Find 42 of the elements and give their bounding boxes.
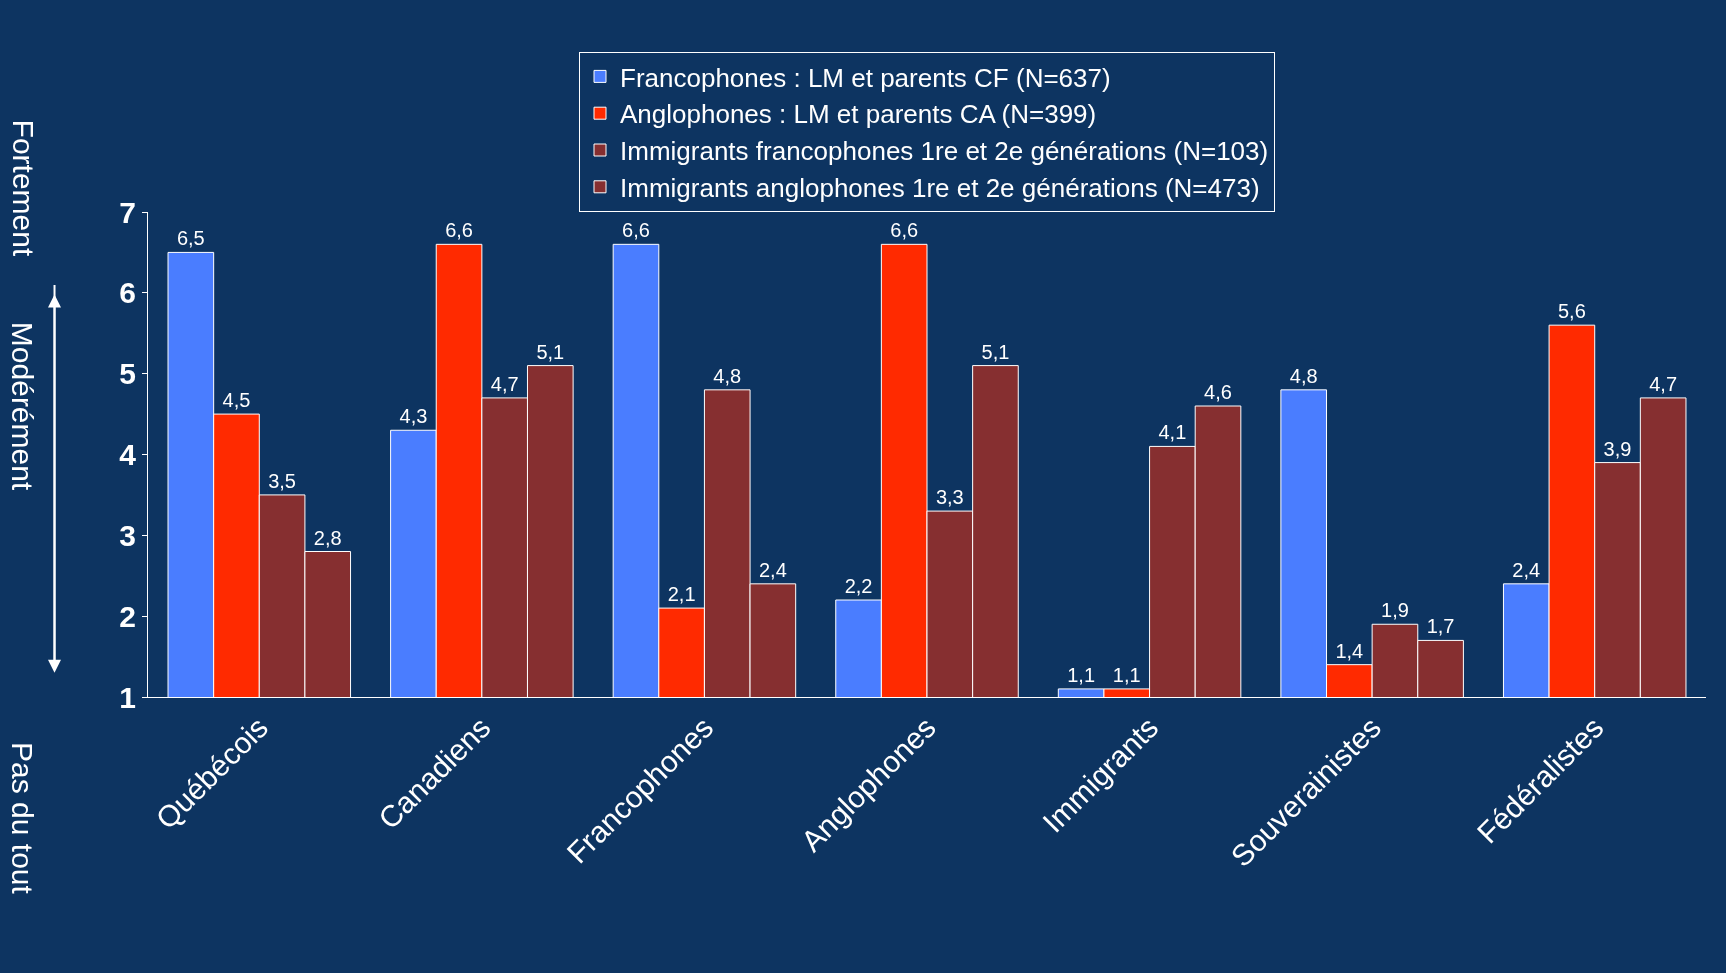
data-label: 4,8	[1289, 364, 1318, 387]
text: Modérément	[6, 321, 40, 491]
text: Fortement	[6, 119, 40, 257]
data-label: 5,6	[1557, 300, 1586, 323]
data-label: 2,2	[844, 575, 873, 597]
data-label: 2,4	[1512, 558, 1541, 581]
data-label: 1,4	[1335, 639, 1364, 662]
data-label: 2,8	[313, 526, 342, 549]
legend-label: Immigrants francophones 1re et 2e générations (N=103)	[620, 136, 1269, 167]
y-tick-label: 4	[119, 438, 137, 471]
data-label: 1,7	[1426, 615, 1455, 638]
y-tick-label: 6	[119, 276, 136, 310]
data-label: 5,1	[981, 340, 1010, 363]
data-label: 4,7	[1649, 372, 1678, 395]
data-label: 6,5	[176, 227, 205, 250]
legend-label: Immigrants anglophones 1re et 2e générations (N=473)	[620, 172, 1260, 203]
data-label: 2,1	[667, 583, 696, 606]
data-label: 6,6	[445, 219, 473, 242]
y-tick-label: 7	[119, 195, 136, 229]
data-label: 4,6	[1204, 381, 1232, 403]
data-label: 6,6	[890, 219, 919, 242]
y-tick-label: 2	[119, 599, 136, 633]
data-label: 2,4	[758, 558, 787, 581]
data-label: 4,1	[1158, 421, 1187, 444]
legend-label: Francophones : LM et parents CF (N=637)	[620, 62, 1111, 93]
data-label: 3,3	[935, 486, 964, 509]
data-label: 4,8	[713, 364, 742, 387]
data-label: 5,1	[536, 340, 565, 363]
data-label: 1,1	[1067, 663, 1096, 686]
legend-label: Anglophones : LM et parents CA (N=399)	[620, 99, 1097, 130]
data-label: 3,5	[268, 469, 297, 492]
y-tick-label: 1	[119, 680, 136, 714]
data-label: 6,6	[622, 219, 650, 242]
data-label: 4,7	[490, 372, 519, 395]
data-label: 1,9	[1381, 599, 1409, 622]
text: Pas du tout	[6, 742, 40, 895]
y-tick-label: 3	[119, 518, 136, 552]
data-label: 4,3	[399, 405, 428, 428]
data-label: 1,1	[1112, 663, 1141, 686]
data-label: 3,9	[1603, 437, 1632, 460]
y-tick-label: 5	[119, 357, 136, 391]
data-label: 4,5	[222, 389, 251, 412]
